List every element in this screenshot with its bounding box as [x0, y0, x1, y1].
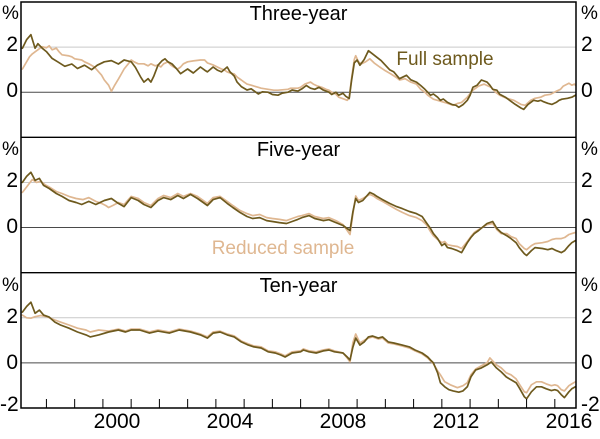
series-line-full-sample-ten-year [21, 301, 577, 400]
x-tick-2016: 2016 [545, 410, 593, 433]
y-axis-unit-left-p3: % [2, 275, 19, 296]
y-tick-left-p3-2: 2 [6, 305, 18, 328]
series-line-reduced-sample-ten-year [21, 314, 577, 394]
y-tick-left-p1-0: 0 [6, 79, 18, 102]
panel-title-three-year: Three-year [249, 3, 348, 25]
y-tick-right-p1-2: 2 [581, 33, 593, 56]
y-axis-unit-left-p2: % [2, 139, 19, 160]
y-axis-unit-right-p3: % [581, 275, 598, 296]
y-tick-right-p2-2: 2 [581, 169, 593, 192]
series-label-full-sample: Full sample [396, 49, 494, 70]
chart-frame [20, 1, 577, 409]
y-axis-unit-left-p1: % [2, 3, 19, 24]
y-tick-left-p2-2: 2 [6, 169, 18, 192]
x-tick-2012: 2012 [432, 410, 480, 433]
y-tick-right-p3-0: 0 [581, 351, 593, 374]
y-tick-right-p3-m2: -2 [581, 393, 600, 416]
series-line-full-sample-three-year [21, 33, 577, 111]
y-tick-right-p2-0: 0 [581, 215, 593, 238]
y-tick-right-p3-2: 2 [581, 305, 593, 328]
x-tick-2000: 2000 [93, 410, 141, 433]
panel-title-ten-year: Ten-year [259, 275, 338, 297]
y-axis-unit-right-p2: % [581, 139, 598, 160]
y-tick-right-p1-0: 0 [581, 79, 593, 102]
y-tick-left-p3-0: 0 [6, 351, 18, 374]
panel-title-five-year: Five-year [256, 139, 341, 161]
y-tick-left-p3-m2: -2 [0, 393, 19, 416]
x-tick-2008: 2008 [319, 410, 367, 433]
x-tick-2004: 2004 [206, 410, 254, 433]
series-label-reduced-sample: Reduced sample [211, 238, 355, 259]
series-line-full-sample-five-year [21, 171, 577, 257]
y-tick-left-p1-2: 2 [6, 33, 18, 56]
y-axis-unit-right-p1: % [581, 3, 598, 24]
y-tick-left-p2-0: 0 [6, 215, 18, 238]
